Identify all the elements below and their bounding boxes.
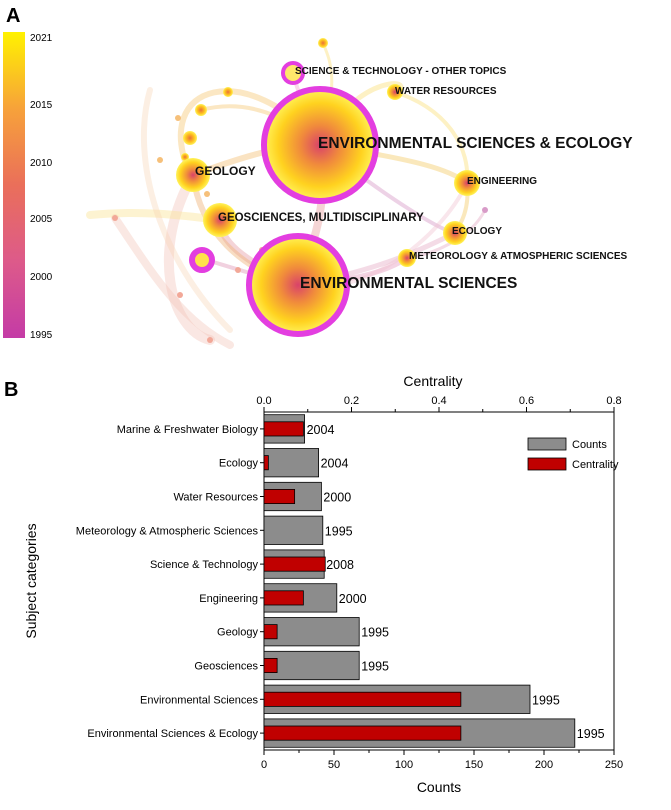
category-label: Geosciences: [194, 661, 258, 673]
x2-tick-label: 0.0: [256, 395, 271, 407]
category-label: Environmental Sciences & Ecology: [87, 728, 258, 740]
legend-swatch-counts: [527, 437, 567, 451]
year-label: 1995: [361, 626, 389, 640]
year-label: 1995: [577, 727, 605, 741]
colorbar-tick: 2015: [30, 100, 53, 111]
x2-tick-label: 0.2: [344, 395, 359, 407]
minor-ring-node: [189, 247, 215, 273]
x2-tick-label: 0.8: [606, 395, 621, 407]
x-tick-label: 150: [465, 759, 483, 771]
major-nodes: [176, 61, 480, 337]
node-water-resources: [387, 84, 403, 100]
node-label: SCIENCE & TECHNOLOGY - OTHER TOPICS: [295, 66, 507, 77]
node-environmental-sciences-ecology: [261, 86, 379, 204]
node-label: ENVIRONMENTAL SCIENCES: [300, 275, 517, 292]
x2-tick-label: 0.4: [431, 395, 446, 407]
counts-bar: [263, 515, 324, 545]
year-label: 1995: [325, 524, 353, 538]
centrality-bar: [263, 489, 296, 504]
colorbar-tick: 2010: [30, 158, 53, 169]
node-label: ECOLOGY: [452, 226, 502, 237]
node-engineering: [454, 170, 480, 196]
counts-bar: [263, 617, 360, 647]
counts-bar: [263, 650, 360, 681]
year-label: 1995: [532, 693, 560, 707]
centrality-bar: [263, 421, 304, 437]
bar-chart-panel: B Marine & Freshwater Biology 2004 Ecology…: [0, 360, 671, 805]
centrality-bar: [263, 590, 304, 606]
node-ecology: [443, 221, 467, 245]
node-meteorology: [398, 249, 416, 267]
year-label: 2008: [326, 558, 354, 572]
year-colorbar: [3, 32, 25, 338]
node-environmental-sciences: [246, 233, 350, 337]
node-label: METEOROLOGY & ATMOSPHERIC SCIENCES: [409, 251, 627, 262]
colorbar-tick: 2021: [30, 33, 53, 44]
x-tick-label: 50: [328, 759, 340, 771]
category-label: Science & Technology: [150, 559, 259, 571]
cooccurrence-network: A 2021 2015 2010 2005 2000 1995: [3, 5, 633, 349]
node-label: GEOSCIENCES, MULTIDISCIPLINARY: [218, 212, 424, 224]
centrality-bar: [263, 624, 278, 640]
x2-tick-label: 0.6: [519, 395, 534, 407]
node-label: ENGINEERING: [467, 176, 537, 187]
centrality-bar: [263, 725, 462, 741]
colorbar-tick: 2005: [30, 214, 53, 225]
category-label: Geology: [217, 627, 258, 639]
centrality-bar: [263, 556, 326, 572]
legend-swatch-centrality: [527, 457, 567, 471]
centrality-bar: [263, 455, 269, 471]
year-label: 2000: [323, 491, 351, 505]
colorbar-tick: 2000: [30, 272, 53, 283]
y-axis-title: Subject categories: [23, 523, 39, 638]
category-label: Ecology: [219, 458, 259, 470]
colorbar-ticks: 2021 2015 2010 2005 2000 1995: [30, 33, 53, 341]
x-tick-label: 200: [535, 759, 553, 771]
x-tick-label: 100: [395, 759, 413, 771]
plot-area: Marine & Freshwater Biology 2004 Ecology 20…: [23, 373, 623, 795]
year-label: 2004: [307, 423, 335, 437]
category-label: Engineering: [199, 593, 258, 605]
node-geology: [176, 158, 210, 192]
year-label: 2000: [339, 592, 367, 606]
x-tick-label: 0: [261, 759, 267, 771]
x-axis-title: Counts: [417, 779, 461, 795]
node-label: GEOLOGY: [195, 164, 256, 178]
node-science-technology: [281, 61, 305, 85]
colorbar-tick: 1995: [30, 330, 53, 341]
node-labels: ENVIRONMENTAL SCIENCES & ECOLOGY ENVIRON…: [195, 66, 633, 292]
node-geosciences: [203, 203, 237, 237]
year-label: 1995: [361, 660, 389, 674]
category-label: Water Resources: [173, 492, 258, 504]
counts-bar: [263, 448, 319, 478]
centrality-bar: [263, 691, 462, 707]
network-panel: A 2021 2015 2010 2005 2000 1995: [0, 0, 671, 360]
legend-label-counts: Counts: [572, 439, 607, 451]
legend-label-centrality: Centrality: [572, 459, 619, 471]
category-label: Marine & Freshwater Biology: [117, 424, 259, 436]
category-label: Meteorology & Atmospheric Sciences: [76, 525, 259, 537]
node-label: ENVIRONMENTAL SCIENCES & ECOLOGY: [318, 135, 633, 152]
node-label: WATER RESOURCES: [395, 86, 497, 97]
year-label: 2004: [321, 457, 349, 471]
subject-categories-chart: B Marine & Freshwater Biology 2004 Ecology…: [4, 373, 623, 795]
panel-a-label: A: [6, 5, 20, 27]
x-tick-label: 250: [605, 759, 623, 771]
panel-b-label: B: [4, 379, 18, 401]
x2-axis-title: Centrality: [403, 373, 462, 389]
centrality-bar: [263, 658, 278, 673]
category-label: Environmental Sciences: [140, 694, 259, 706]
